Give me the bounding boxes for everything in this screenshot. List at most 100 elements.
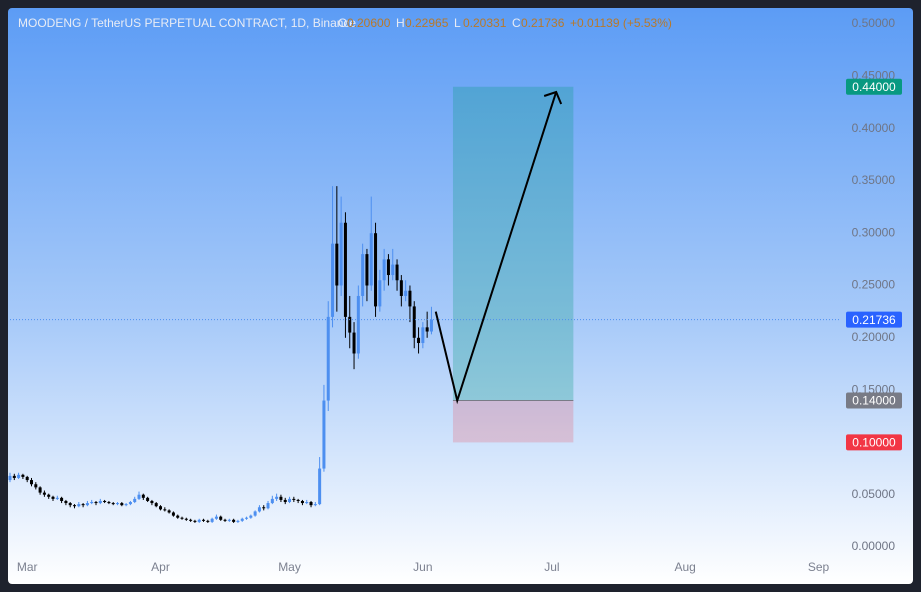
candle-body: [128, 502, 132, 505]
candle-body: [103, 500, 107, 503]
candle-body: [292, 498, 296, 500]
target-zone: [452, 86, 574, 401]
candle-body: [283, 499, 287, 503]
candle-body: [154, 503, 158, 507]
candle-body: [352, 332, 356, 354]
price-badge-label: 0.14000: [852, 394, 896, 408]
price-badge: [846, 392, 902, 409]
candle-body: [171, 512, 175, 516]
y-tick-label: 0.20000: [852, 330, 896, 344]
candle-body: [417, 337, 421, 344]
y-tick-label: 0.30000: [852, 225, 896, 239]
candle-body: [176, 515, 180, 518]
candle-body: [141, 494, 145, 498]
y-tick-label: 0.50000: [852, 16, 896, 30]
x-tick-label: Sep: [808, 560, 830, 574]
candle-body: [322, 400, 326, 469]
candle-body: [318, 468, 322, 505]
candle-body: [12, 475, 16, 478]
candle-body: [51, 496, 55, 499]
candle-body: [98, 500, 102, 504]
candle-body: [429, 319, 433, 332]
candle-body: [111, 503, 115, 505]
candle-body: [189, 519, 193, 521]
candle-body: [34, 484, 38, 488]
candle-body: [124, 504, 128, 506]
candle-body: [77, 504, 81, 507]
candle-body: [107, 502, 111, 504]
candle-body: [257, 507, 261, 512]
candle-body: [253, 511, 257, 516]
candle-body: [236, 520, 240, 522]
candle-body: [369, 233, 373, 286]
candle-body: [47, 494, 51, 497]
candle-body: [210, 518, 214, 522]
candle-body: [29, 480, 34, 485]
y-tick-label: 0.00000: [852, 539, 896, 553]
ohlc-value: 0.22965: [405, 16, 449, 30]
y-tick-label: 0.40000: [852, 121, 896, 135]
ohlc-value: 0.21736: [521, 16, 565, 30]
candle-body: [159, 506, 163, 510]
candle-body: [146, 497, 150, 501]
candle-body: [300, 500, 304, 504]
candle-body: [408, 290, 412, 307]
price-badge-label: 0.44000: [852, 80, 896, 94]
price-badge-label: 0.10000: [852, 436, 896, 450]
candle-body: [206, 520, 210, 522]
candle-body: [163, 509, 167, 511]
y-tick-label: 0.35000: [852, 173, 896, 187]
candle-body: [60, 497, 64, 501]
candle-body: [279, 496, 283, 500]
ohlc-value: 0.20600: [347, 16, 391, 30]
ohlc-value: 0.20331: [463, 16, 507, 30]
price-badge: [846, 78, 902, 95]
candle-body: [197, 519, 201, 522]
candle-body: [348, 316, 352, 333]
candle-body: [249, 515, 253, 518]
candle-body: [17, 474, 21, 478]
candle-body: [38, 487, 42, 493]
candle-body: [361, 254, 365, 296]
candle-body: [73, 505, 77, 507]
candle-body: [326, 316, 330, 401]
candle-body: [365, 254, 369, 286]
candle-body: [404, 290, 408, 296]
candle-body: [214, 516, 218, 519]
candle-body: [240, 518, 244, 521]
candle-body: [275, 496, 279, 499]
candle-body: [270, 498, 274, 504]
candle-body: [339, 222, 343, 286]
candle-body: [386, 259, 390, 276]
candle-body: [296, 499, 300, 501]
candle-body: [399, 280, 403, 296]
candle-body: [81, 504, 85, 506]
candle-body: [133, 498, 137, 503]
price-badge: [846, 311, 902, 328]
candle-body: [167, 510, 171, 513]
candle-body: [382, 259, 386, 281]
candle-body: [184, 518, 188, 520]
ohlc-key: O: [338, 16, 347, 30]
candle-body: [116, 503, 120, 505]
arrow-head: [543, 90, 563, 105]
ohlc-key: L: [454, 16, 461, 30]
candle-body: [288, 498, 292, 503]
candle-body: [305, 502, 309, 504]
candle-body: [227, 519, 231, 521]
chart-title: MOODENG / TetherUS PERPETUAL CONTRACT, 1…: [18, 16, 356, 30]
candle-body: [374, 233, 378, 307]
ohlc-change: +0.01139 (+5.53%): [570, 16, 672, 30]
y-tick-label: 0.05000: [852, 487, 896, 501]
candle-body: [335, 243, 339, 286]
candle-body: [202, 519, 206, 521]
candle-body: [42, 492, 46, 495]
x-tick-label: Jun: [413, 560, 432, 574]
candle-body: [21, 474, 25, 477]
x-tick-label: Mar: [17, 560, 38, 574]
candle-body: [150, 500, 154, 504]
candle-body: [356, 295, 360, 354]
x-tick-label: Apr: [151, 560, 170, 574]
candle-body: [395, 264, 399, 281]
